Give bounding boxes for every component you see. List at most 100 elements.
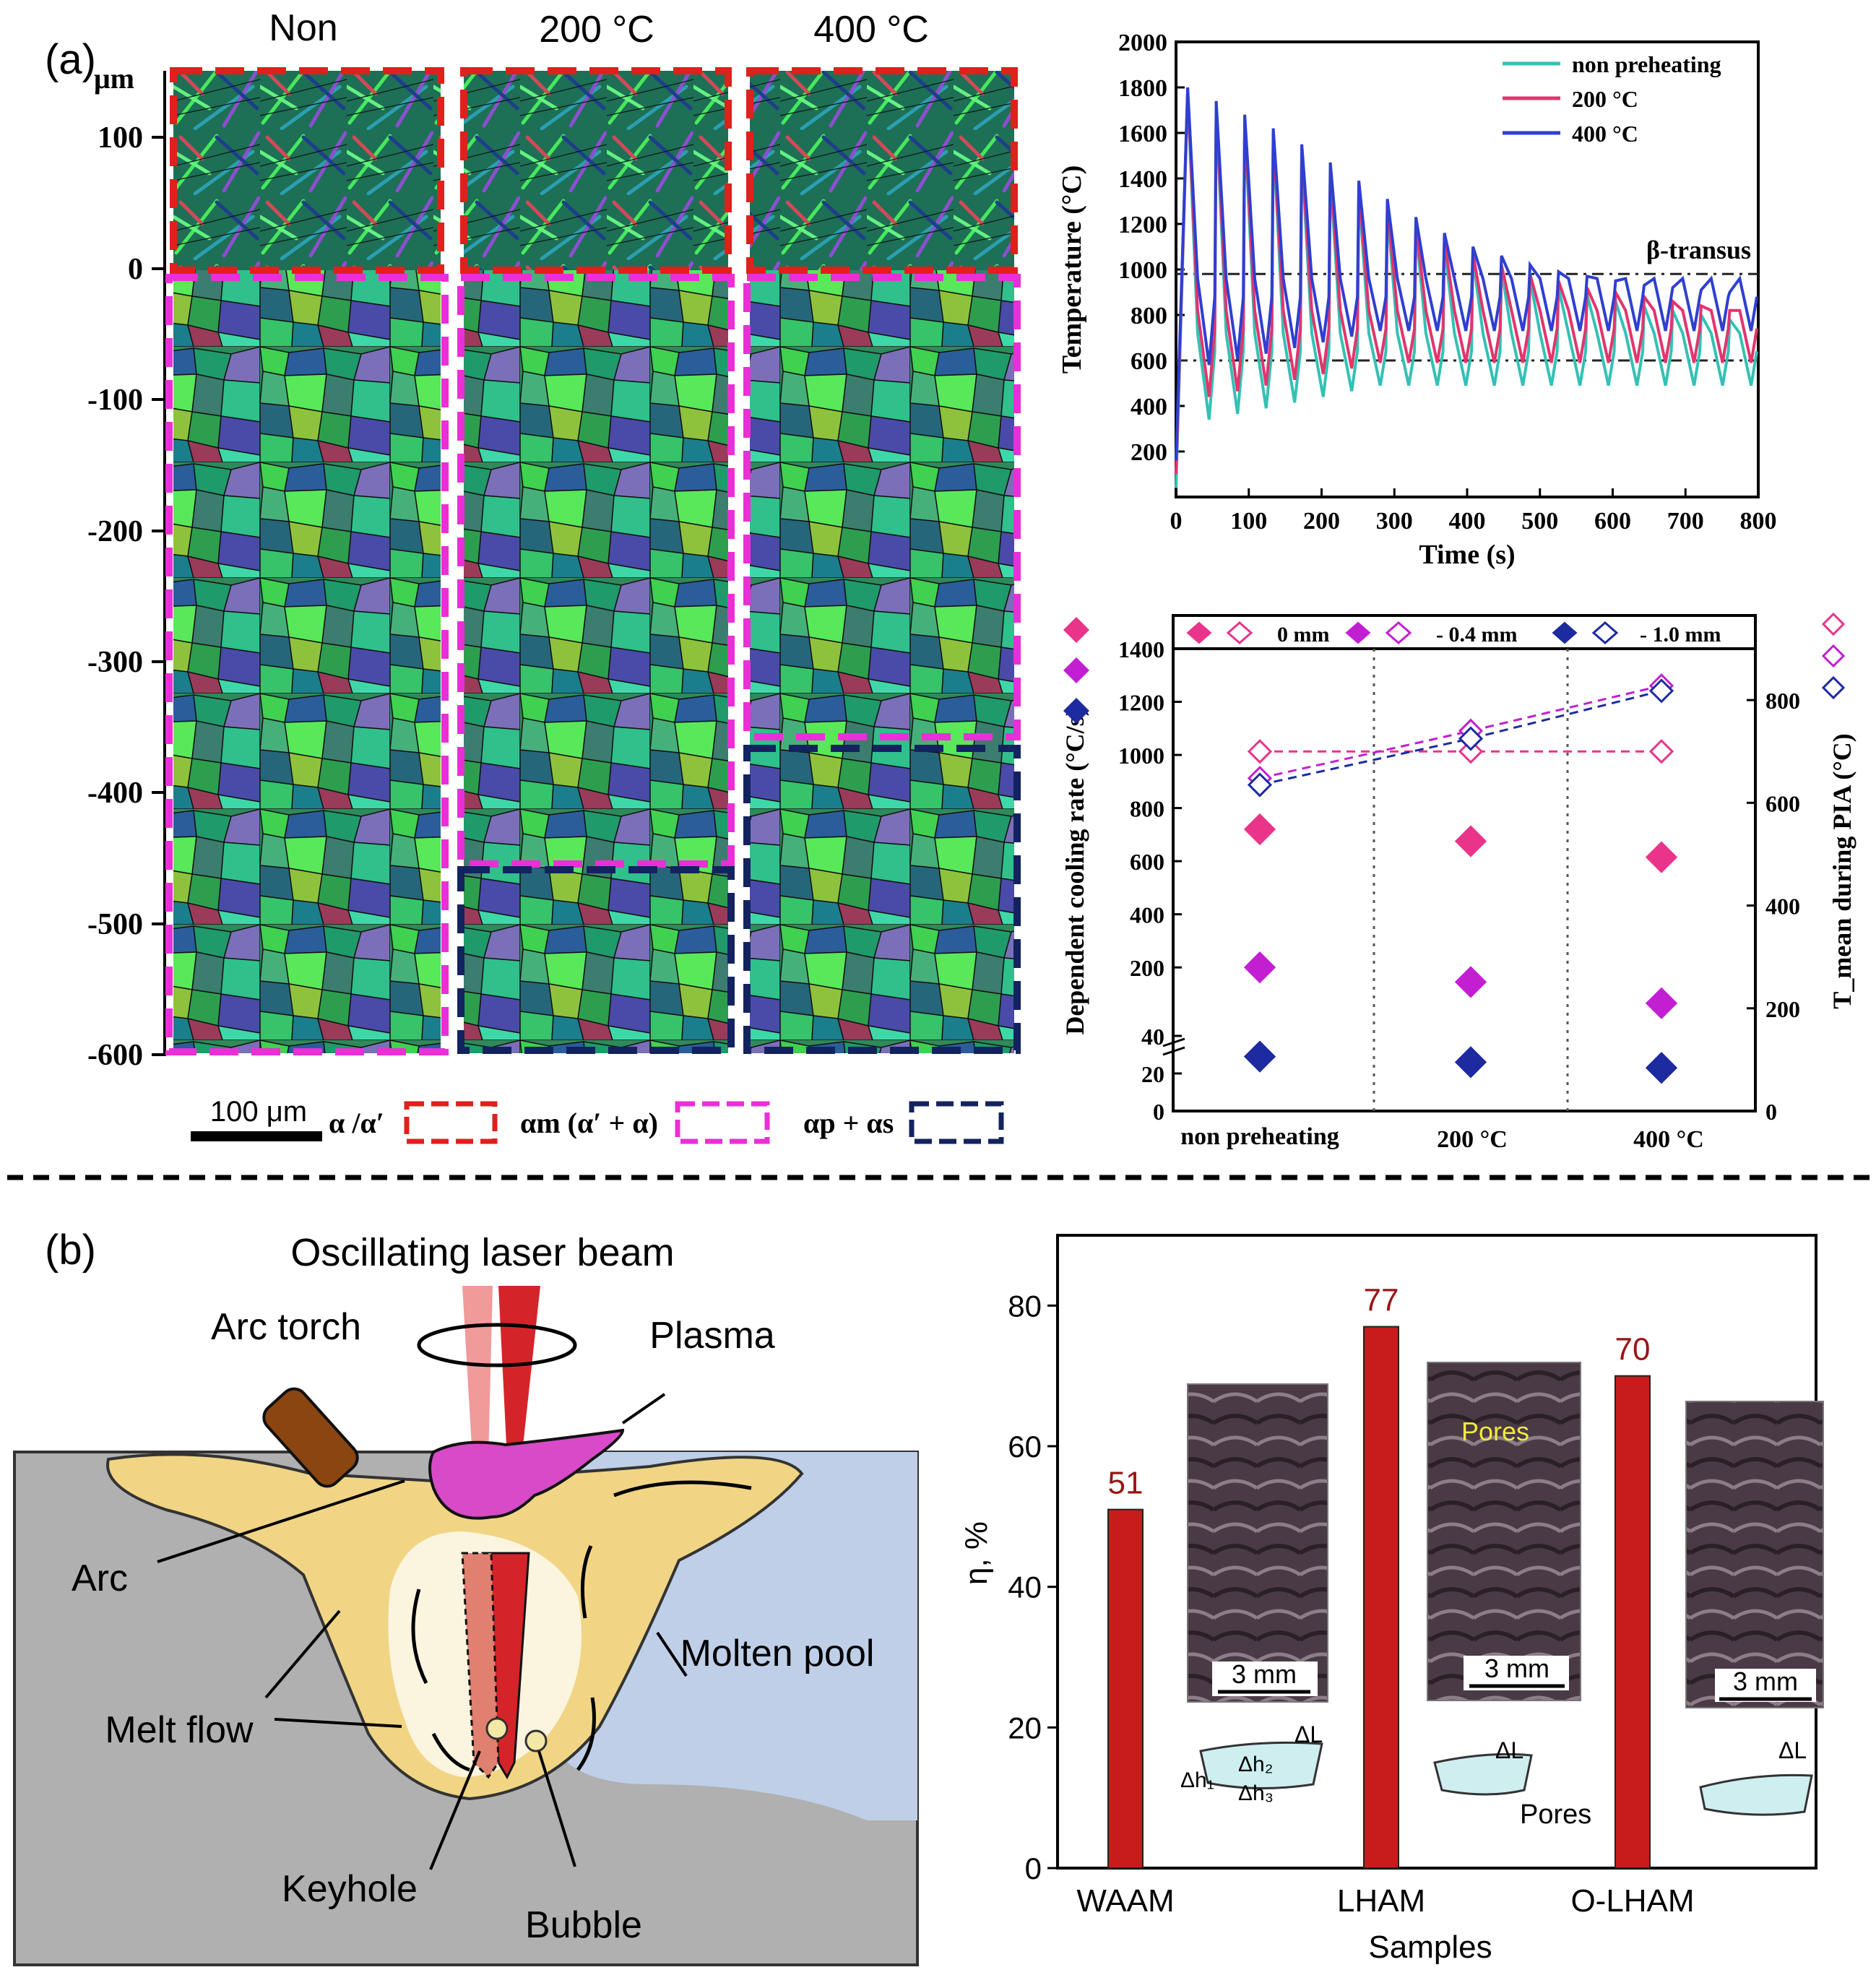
cool-rate-marker bbox=[1454, 825, 1487, 857]
bar-value-label: 77 bbox=[1364, 1283, 1399, 1318]
arc-torch-body bbox=[262, 1387, 359, 1488]
cool-legend-10mm: - 1.0 mm bbox=[1640, 623, 1721, 647]
label-arc-torch: Arc torch bbox=[211, 1306, 361, 1348]
cool-tmean-marker bbox=[1648, 739, 1674, 764]
micrograph-400 bbox=[743, 67, 1021, 1054]
cool-y-tick-label: 0 bbox=[1153, 1099, 1164, 1125]
cool-legend-filled bbox=[1552, 621, 1578, 644]
temp-y-tick-label: 1600 bbox=[1118, 121, 1167, 147]
cool-side-marker-left bbox=[1063, 698, 1089, 724]
bar-value-label: 70 bbox=[1615, 1332, 1651, 1367]
inset-waam-photo bbox=[1187, 1383, 1328, 1703]
label-bubble: Bubble bbox=[525, 1904, 642, 1946]
temperature-chart: 0 100 200 300 400 500 600 700 800 200 400 600 800 100… bbox=[1057, 30, 1777, 570]
panel-b-label: (b) bbox=[45, 1227, 96, 1274]
callout-lines bbox=[157, 1393, 688, 1870]
bar-value-label: 51 bbox=[1108, 1466, 1144, 1501]
cool-y-tick-label: 40 bbox=[1141, 1024, 1164, 1050]
temp-x-tick-label: 100 bbox=[1230, 508, 1267, 535]
inset-dh2: Δh₂ bbox=[1238, 1753, 1273, 1776]
cool-legend-filled bbox=[1345, 621, 1371, 644]
cool-rate-marker bbox=[1454, 966, 1487, 998]
micro-tick-m200: -200 bbox=[87, 515, 143, 548]
bar-mark bbox=[1363, 1326, 1399, 1869]
temp-y-tick-label: 800 bbox=[1131, 303, 1167, 329]
bar-y-tick-label: 20 bbox=[1008, 1711, 1042, 1745]
temp-y-label: Temperature (°C) bbox=[1057, 165, 1087, 374]
cool-cat-200: 200 °C bbox=[1437, 1126, 1508, 1153]
cool-y-tick-label: 800 bbox=[1130, 796, 1164, 822]
cool-y2-tick-label: 0 bbox=[1765, 1099, 1777, 1125]
inset-lham-profile bbox=[1433, 1753, 1533, 1796]
micro-y-ticks bbox=[152, 136, 165, 1056]
plasma-shape bbox=[428, 1428, 625, 1520]
inset-olham: 3 mm ΔL bbox=[1685, 1401, 1824, 1816]
cooling-rate-chart: 0 20 40 200 400 600 800 1000 1200 1400 0 200 400 600 8… bbox=[1060, 612, 1856, 1153]
panel-a-label: (a) bbox=[45, 36, 96, 83]
inset-lham-dl: ΔL bbox=[1495, 1737, 1523, 1763]
micro-col-label-200: 200 °C bbox=[539, 9, 654, 51]
melt-flow-arrows bbox=[411, 1480, 752, 1772]
inset-lham: Pores 3 mm ΔL Pores bbox=[1427, 1362, 1591, 1830]
cool-legend-04mm: - 0.4 mm bbox=[1436, 623, 1517, 647]
inset-dh1: Δh₁ bbox=[1180, 1768, 1214, 1792]
oscillation-ring bbox=[417, 1323, 577, 1367]
label-plasma: Plasma bbox=[649, 1315, 774, 1357]
legend-label-alpha-m: αm (α′ + α) bbox=[520, 1107, 658, 1139]
cool-cat-non: non preheating bbox=[1180, 1123, 1339, 1150]
bar-mark bbox=[1107, 1508, 1144, 1870]
bar-y-tick-label: 60 bbox=[1008, 1430, 1042, 1464]
temp-series-layer bbox=[1175, 87, 1759, 488]
temp-y-tick-label: 200 bbox=[1131, 439, 1167, 466]
micro-tick-m600: -600 bbox=[87, 1039, 143, 1072]
temp-x-tick-label: 500 bbox=[1521, 508, 1558, 535]
cool-rate-marker bbox=[1243, 813, 1276, 846]
cool-y2-tick-label: 800 bbox=[1765, 688, 1800, 714]
bar-mark-layer: 51 WAAM 77 LHAM 70 O-LHAM bbox=[1076, 1283, 1694, 1919]
temp-legend: non preheating 200 °C 400 °C bbox=[1503, 51, 1721, 147]
cool-y2-tick-label: 200 bbox=[1765, 996, 1800, 1022]
cool-tmean-line bbox=[1259, 689, 1662, 786]
inset-waam-dl: ΔL bbox=[1294, 1721, 1323, 1747]
inset-olham-dl: ΔL bbox=[1778, 1737, 1807, 1763]
cool-legend-filled bbox=[1186, 621, 1212, 644]
temp-x-tick-label: 300 bbox=[1376, 508, 1413, 535]
inset-olham-photo bbox=[1685, 1401, 1824, 1708]
cool-rate-marker bbox=[1645, 841, 1678, 873]
bar-y-tick-label: 80 bbox=[1008, 1289, 1042, 1323]
legend-label-alpha: α /α′ bbox=[329, 1107, 384, 1139]
micrograph-non bbox=[165, 67, 449, 1055]
cool-legend-open bbox=[1226, 621, 1253, 644]
cool-y-tick-label: 400 bbox=[1130, 902, 1164, 928]
cool-tick-layer: 0 20 40 200 400 600 800 1000 1200 1400 0 200 400 600 8… bbox=[1118, 636, 1800, 1125]
cool-tmean-marker bbox=[1648, 678, 1674, 704]
micro-scale-text: 100 μm bbox=[210, 1096, 307, 1128]
cool-legend-open bbox=[1591, 621, 1619, 644]
temp-legend-non: non preheating bbox=[1572, 51, 1721, 77]
cool-y-tick-label: 1400 bbox=[1118, 636, 1164, 662]
temp-y-tick-label: 1200 bbox=[1118, 212, 1167, 238]
bubble-2 bbox=[524, 1729, 548, 1753]
cool-tmean-marker bbox=[1247, 739, 1273, 764]
temp-series-line bbox=[1175, 92, 1759, 488]
label-keyhole: Keyhole bbox=[282, 1868, 418, 1910]
cool-y-tick-label: 1000 bbox=[1118, 743, 1164, 769]
inset-lham-photo bbox=[1427, 1362, 1581, 1701]
cool-tmean-line bbox=[1259, 684, 1662, 779]
micro-tick-m500: -500 bbox=[87, 908, 143, 941]
inset-olham-scale: 3 mm bbox=[1733, 1667, 1798, 1696]
inset-lham-pores: Pores bbox=[1461, 1417, 1529, 1446]
inset-olham-scale-box bbox=[1715, 1669, 1816, 1702]
micro-axis-unit: μm bbox=[94, 62, 134, 95]
micro-scale-bar bbox=[191, 1131, 322, 1141]
cool-plot-frame bbox=[1172, 614, 1757, 1112]
temp-x-tick-label: 700 bbox=[1667, 508, 1704, 535]
temp-y-tick-label: 600 bbox=[1131, 348, 1167, 375]
temp-x-tick-label: 400 bbox=[1449, 508, 1486, 535]
cool-rate-marker bbox=[1454, 1046, 1487, 1079]
legend-swatch-alpha-ps bbox=[909, 1101, 1004, 1144]
label-arc: Arc bbox=[72, 1557, 128, 1599]
temp-y-tick-label: 400 bbox=[1131, 394, 1167, 420]
laser-beam-faint bbox=[462, 1286, 493, 1459]
bar-y-tick-label: 40 bbox=[1008, 1570, 1042, 1604]
